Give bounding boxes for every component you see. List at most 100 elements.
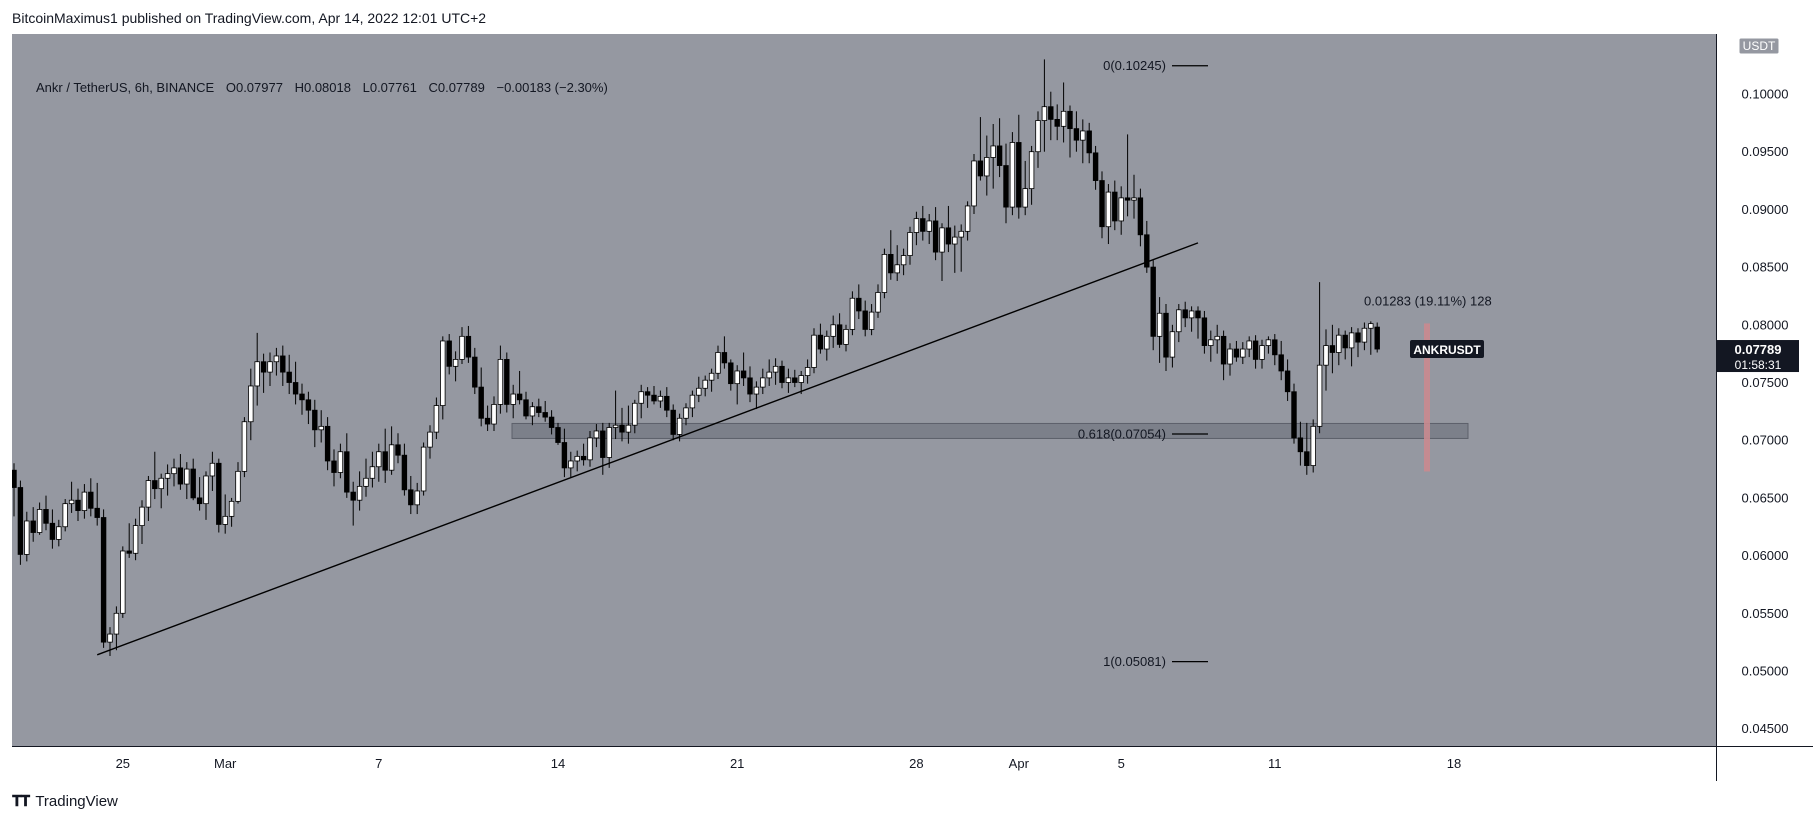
candle	[1259, 345, 1265, 360]
candle	[1137, 197, 1144, 236]
candle	[376, 451, 382, 468]
candle	[1080, 130, 1086, 141]
candle	[619, 424, 625, 433]
candle	[1310, 425, 1316, 466]
candle	[1163, 312, 1169, 358]
candle	[363, 477, 369, 487]
candle	[68, 499, 75, 505]
currency-tag	[1738, 37, 1780, 55]
candle	[478, 386, 484, 419]
time-tick-label: 11	[1268, 756, 1282, 771]
trendline	[96, 242, 1199, 656]
candle	[1150, 266, 1156, 337]
axis-corner	[1716, 746, 1813, 781]
footer-brand: TradingView	[35, 793, 118, 810]
candle	[299, 393, 305, 401]
candle	[971, 160, 977, 207]
chart-area[interactable]: 0.01283 (19.11%) 128 0(0.10245) 0.618(0.07…	[12, 34, 1716, 746]
candle	[1169, 331, 1176, 358]
candle	[651, 394, 657, 402]
time-tick-label: 25	[116, 756, 130, 771]
candle	[491, 404, 497, 425]
candle	[484, 417, 491, 425]
publisher-header: BitcoinMaximus1 published on TradingView…	[12, 10, 487, 26]
candle	[625, 424, 632, 433]
price-range-label: 0.01283 (19.11%) 128	[1364, 293, 1492, 308]
symbol-legend: Ankr / TetherUS, 6h, BINANCE O0.07977 H0…	[36, 80, 608, 95]
price-tick-label: 0.08500	[1742, 260, 1789, 275]
candle	[177, 467, 184, 485]
candle	[1374, 326, 1380, 350]
candle	[740, 370, 747, 379]
candle	[1182, 309, 1188, 319]
candle	[1041, 106, 1048, 121]
candle	[574, 455, 580, 462]
bar-countdown: 01:58:31	[1735, 358, 1782, 372]
time-axis[interactable]: 25 Mar 7 14 21 28 Apr 5 11 18	[12, 746, 1716, 781]
price-range-bar	[1424, 323, 1430, 472]
candle	[862, 310, 868, 330]
open-value: 0.07977	[235, 80, 283, 95]
candle	[977, 160, 984, 177]
candle	[664, 395, 670, 411]
footer: 𝐓𝐓 TradingView	[12, 793, 118, 810]
fib-level-label: 0(0.10245)	[1103, 58, 1166, 73]
candle	[62, 503, 68, 528]
price-tick-label: 0.06500	[1742, 490, 1789, 505]
candle	[171, 467, 177, 475]
candle	[273, 355, 280, 363]
currency-label: USDT	[1743, 39, 1776, 53]
candle	[414, 490, 420, 506]
candle	[836, 324, 843, 345]
candle	[587, 437, 593, 461]
candle	[779, 365, 785, 383]
candle	[344, 451, 350, 493]
candle	[990, 145, 996, 158]
candle	[1073, 128, 1080, 141]
candle	[139, 506, 145, 526]
price-chart[interactable]: 0.01283 (19.11%) 128 0(0.10245) 0.618(0.07…	[12, 34, 1716, 746]
candle	[88, 491, 94, 509]
candle	[913, 218, 920, 233]
candle	[747, 377, 753, 395]
candle	[43, 509, 49, 524]
candle	[548, 416, 555, 428]
candle	[728, 362, 734, 385]
candle	[472, 356, 478, 388]
fib-level-label: 0.618(0.07054)	[1078, 426, 1166, 441]
candle	[196, 497, 203, 505]
price-tick-label: 0.07500	[1742, 375, 1789, 390]
candle	[1092, 152, 1099, 181]
candle	[209, 462, 216, 477]
candle	[36, 509, 43, 533]
candle	[894, 264, 900, 274]
candle	[1208, 339, 1214, 346]
candle	[1176, 309, 1182, 333]
change-value: −0.00183 (−2.30%)	[496, 80, 608, 95]
candle	[222, 515, 228, 525]
candle	[1246, 340, 1252, 350]
candle	[1009, 142, 1016, 208]
candle	[964, 205, 971, 232]
price-axis[interactable]: 0.04500 0.05000 0.05500 0.06000 0.06500 0.070…	[1716, 34, 1813, 746]
candle	[203, 475, 209, 505]
candle	[420, 446, 427, 492]
candle	[1272, 339, 1278, 356]
candle	[1265, 339, 1272, 346]
candle	[785, 377, 792, 383]
candle	[529, 406, 536, 417]
candle	[100, 517, 107, 643]
candle	[830, 324, 836, 337]
candle	[452, 359, 459, 367]
candle	[152, 480, 158, 490]
candle	[324, 425, 331, 462]
candle	[1233, 348, 1240, 358]
candle	[1156, 312, 1163, 337]
candle	[260, 361, 267, 373]
candle	[734, 370, 740, 385]
price-tick-label: 0.07000	[1742, 433, 1789, 448]
candle	[1278, 354, 1284, 372]
candle	[888, 254, 894, 274]
candle	[254, 361, 260, 387]
high-value: 0.08018	[303, 80, 351, 95]
